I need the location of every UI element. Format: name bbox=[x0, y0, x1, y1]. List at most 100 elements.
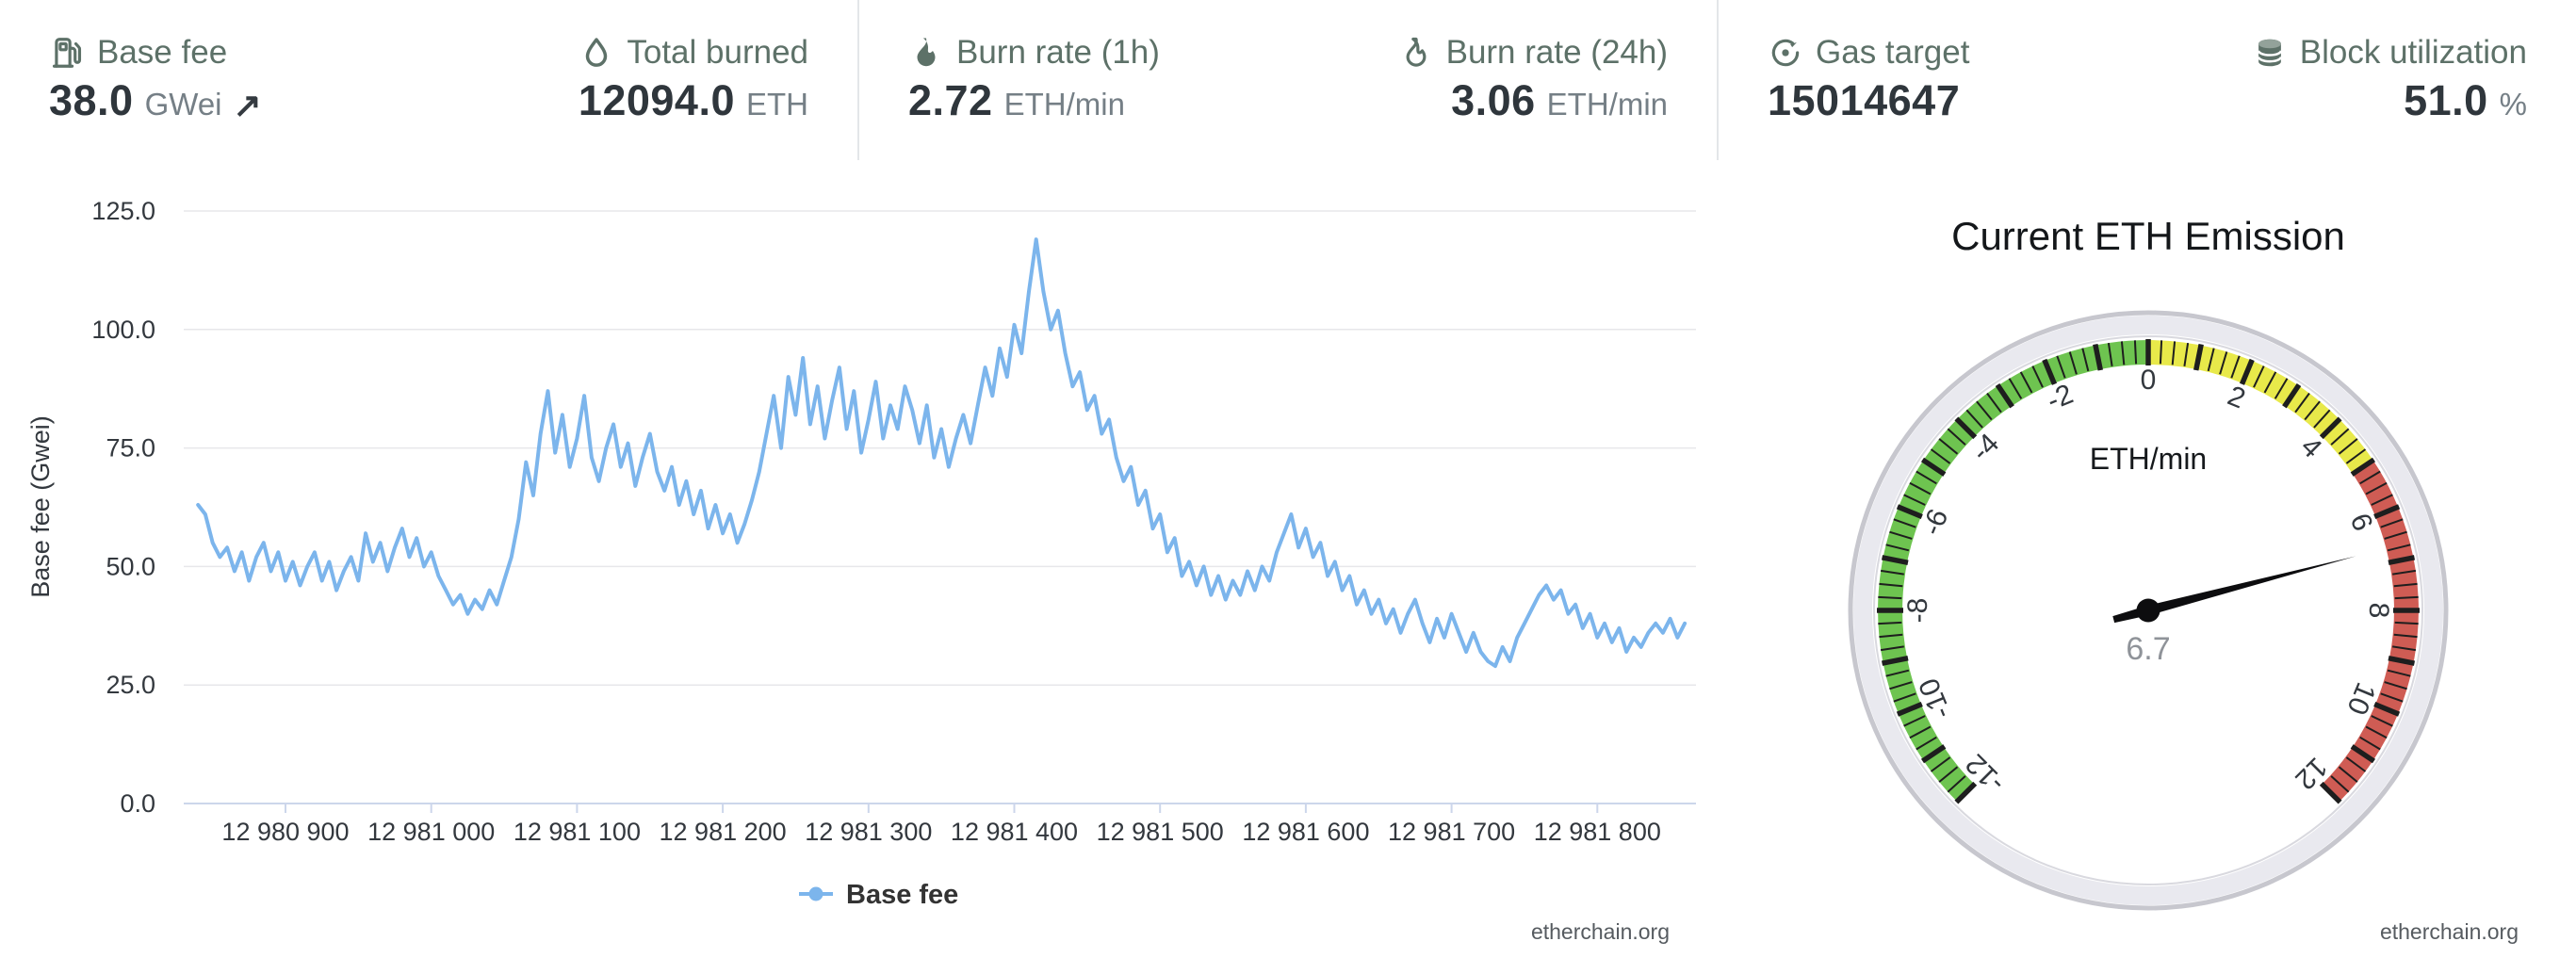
stat-base-fee: Base fee 38.0 GWei ↗ bbox=[49, 34, 262, 126]
gauge-major-tick bbox=[1995, 382, 2014, 409]
gauge-minor-tick bbox=[2371, 715, 2393, 727]
gauge-minor-tick bbox=[2384, 681, 2407, 690]
flame-outline-icon bbox=[1398, 35, 1434, 71]
gauge-minor-tick bbox=[1885, 544, 1910, 552]
gauge-needle-hub bbox=[2136, 598, 2160, 623]
gauge-major-tick bbox=[2373, 504, 2401, 520]
stat-label: Gas target bbox=[1816, 33, 1970, 71]
gauge-minor-tick bbox=[2365, 725, 2388, 739]
legend-label: Base fee bbox=[846, 880, 958, 910]
x-axis-tick-label: 12 981 100 bbox=[514, 818, 641, 846]
gauge-minor-tick bbox=[2019, 371, 2033, 394]
gauge-minor-tick bbox=[2393, 582, 2418, 588]
gauge-scale-label: -8 bbox=[1902, 598, 1933, 624]
gauge-minor-tick bbox=[1880, 645, 1904, 652]
stat-block-utilization: Block utilization 51.0 % bbox=[2252, 34, 2527, 126]
gauge-minor-tick bbox=[2330, 428, 2350, 446]
y-axis-tick-label: 50.0 bbox=[106, 552, 155, 580]
gauge-major-tick bbox=[2042, 358, 2058, 385]
x-axis-tick-label: 12 981 800 bbox=[1534, 818, 1661, 846]
gauge-minor-tick bbox=[1903, 494, 1926, 506]
chart-legend-item[interactable]: Base fee bbox=[799, 880, 958, 910]
gauge-minor-tick bbox=[1909, 725, 1932, 739]
stat-value: 38.0 bbox=[49, 76, 134, 125]
gauge-minor-tick bbox=[2133, 340, 2138, 365]
gauge-minor-tick bbox=[1903, 715, 1926, 727]
gauge-minor-tick bbox=[1930, 448, 1951, 464]
gauge-needle bbox=[2112, 556, 2356, 624]
stats-section-1: Base fee 38.0 GWei ↗ Total burned bbox=[0, 0, 857, 160]
gauge-minor-tick bbox=[2359, 470, 2381, 485]
stat-burn-rate-24h: Burn rate (24h) 3.06 ETH/min bbox=[1398, 33, 1668, 126]
base-fee-chart: 0.0 25.0 50.0 75.0 100.0 125.0 12 980 900 12 98… bbox=[26, 197, 1696, 944]
gauge-minor-tick bbox=[2008, 378, 2023, 399]
gauge-major-tick bbox=[1920, 457, 1947, 477]
gauge-minor-tick bbox=[2345, 756, 2367, 772]
gauge-major-tick bbox=[2319, 781, 2342, 804]
gauge-minor-tick bbox=[2338, 766, 2358, 783]
gauge-title: Current ETH Emission bbox=[1951, 214, 2345, 258]
gauge-minor-tick bbox=[1916, 736, 1937, 751]
x-axis-tick-label: 12 981 200 bbox=[660, 818, 787, 846]
gauge-minor-tick bbox=[2394, 595, 2419, 600]
gauge-rim-outer bbox=[1848, 310, 2449, 911]
stat-value: 2.72 bbox=[908, 76, 993, 125]
y-axis-tick-label: 100.0 bbox=[91, 316, 155, 344]
gauge-major-tick bbox=[2239, 358, 2255, 385]
gauge-minor-tick bbox=[2393, 633, 2418, 639]
y-axis-tick-label: 0.0 bbox=[120, 789, 155, 818]
stat-label: Burn rate (24h) bbox=[1445, 33, 1668, 71]
gauge-major-tick bbox=[1954, 781, 1978, 804]
x-axis-tick-label: 12 981 500 bbox=[1097, 818, 1224, 846]
trend-up-arrow-icon: ↗ bbox=[233, 86, 262, 125]
gauge-minor-tick bbox=[1879, 633, 1903, 639]
chart-y-axis-title: Base fee (Gwei) bbox=[26, 415, 55, 598]
stat-label: Total burned bbox=[627, 33, 808, 71]
gauge-minor-tick bbox=[1938, 766, 1959, 783]
gauge-minor-tick bbox=[2392, 645, 2417, 652]
gauge-minor-tick bbox=[1885, 669, 1910, 677]
gauge-minor-tick bbox=[1893, 692, 1916, 703]
gauge-minor-tick bbox=[2345, 448, 2367, 464]
gauge-minor-tick bbox=[2068, 351, 2078, 375]
base-fee-line-series bbox=[196, 237, 1687, 669]
gauge-value: 6.7 bbox=[2126, 631, 2170, 667]
gauge-scale-label: 0 bbox=[2141, 365, 2157, 396]
gauge-major-tick bbox=[1896, 701, 1923, 717]
stat-value: 15014647 bbox=[1768, 76, 1961, 125]
gauge-minor-tick bbox=[1947, 428, 1966, 446]
gauge-minor-tick bbox=[1916, 470, 1937, 485]
gauge-minor-tick bbox=[2294, 392, 2310, 414]
gauge-minor-tick bbox=[1976, 400, 1993, 421]
x-axis-tick-label: 12 981 300 bbox=[805, 818, 932, 846]
gauge-minor-tick bbox=[2219, 351, 2228, 375]
x-axis-tick-label: 12 981 400 bbox=[951, 818, 1078, 846]
gauge-minor-tick bbox=[2274, 378, 2289, 399]
target-icon bbox=[1768, 35, 1803, 71]
gauge-minor-tick bbox=[2081, 348, 2090, 372]
stat-burn-rate-1h: Burn rate (1h) 2.72 ETH/min bbox=[908, 33, 1160, 126]
gauge-minor-tick bbox=[1938, 438, 1959, 455]
gauge-minor-tick bbox=[2387, 669, 2411, 677]
stat-label: Burn rate (1h) bbox=[956, 33, 1160, 71]
droplet-icon bbox=[579, 35, 614, 71]
gauge-minor-tick bbox=[2171, 341, 2177, 365]
gauge-major-tick bbox=[2193, 343, 2204, 371]
gauge-minor-tick bbox=[2304, 400, 2321, 421]
gauge-minor-tick bbox=[1878, 621, 1902, 625]
y-axis-tick-label: 125.0 bbox=[91, 197, 155, 225]
gauge-major-tick bbox=[2350, 744, 2376, 764]
gauge-major-tick bbox=[2350, 457, 2376, 477]
gauge-major-tick bbox=[1896, 504, 1923, 520]
gauge-minor-tick bbox=[1889, 530, 1913, 540]
chart-watermark-link[interactable]: etherchain.org bbox=[1531, 919, 1670, 944]
gauge-minor-tick bbox=[1986, 392, 2002, 414]
stat-value: 51.0 bbox=[2404, 76, 2488, 125]
gauge-minor-tick bbox=[1878, 595, 1902, 600]
gauge-minor-tick bbox=[2338, 438, 2358, 455]
gauge-major-tick bbox=[2282, 382, 2302, 409]
x-axis-tick-label: 12 981 600 bbox=[1242, 818, 1369, 846]
gauge-watermark-link[interactable]: etherchain.org bbox=[2380, 919, 2519, 944]
gauge-minor-tick bbox=[2120, 341, 2126, 365]
